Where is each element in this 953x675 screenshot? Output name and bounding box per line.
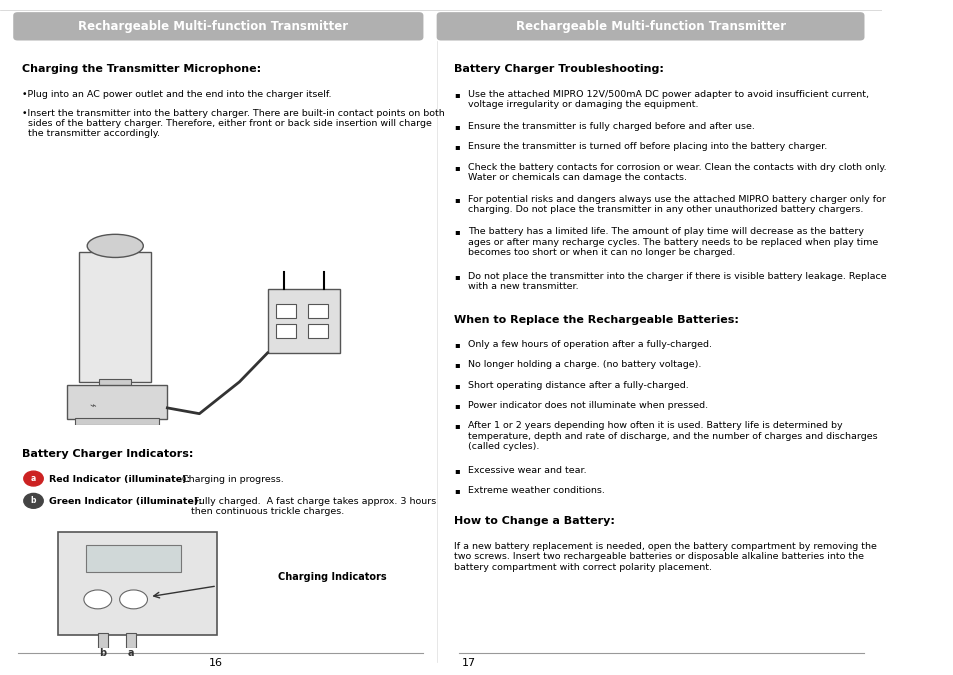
Text: Rechargeable Multi-function Transmitter: Rechargeable Multi-function Transmitter <box>516 20 785 33</box>
Bar <box>58 532 216 634</box>
Bar <box>67 385 167 419</box>
Text: Do not place the transmitter into the charger if there is visible battery leakag: Do not place the transmitter into the ch… <box>468 272 886 292</box>
Text: Battery Charger Troubleshooting:: Battery Charger Troubleshooting: <box>454 64 663 74</box>
Text: Battery Charger Indicators:: Battery Charger Indicators: <box>22 449 193 459</box>
Bar <box>307 304 327 318</box>
Bar <box>97 633 108 648</box>
FancyBboxPatch shape <box>436 12 863 40</box>
Text: Ensure the transmitter is fully charged before and after use.: Ensure the transmitter is fully charged … <box>468 122 755 131</box>
Text: b: b <box>99 648 106 658</box>
Bar <box>275 324 295 338</box>
Text: Charging the Transmitter Microphone:: Charging the Transmitter Microphone: <box>22 64 261 74</box>
Bar <box>99 379 132 391</box>
Text: Power indicator does not illuminate when pressed.: Power indicator does not illuminate when… <box>468 401 708 410</box>
Text: Green Indicator (illuminate):: Green Indicator (illuminate): <box>49 497 201 506</box>
Circle shape <box>84 590 112 609</box>
Text: Short operating distance after a fully-charged.: Short operating distance after a fully-c… <box>468 381 688 389</box>
Text: ▪: ▪ <box>454 90 459 99</box>
Text: •Plug into an AC power outlet and the end into the charger itself.: •Plug into an AC power outlet and the en… <box>22 90 332 99</box>
Text: Extreme weather conditions.: Extreme weather conditions. <box>468 486 604 495</box>
Bar <box>126 633 135 648</box>
Text: 16: 16 <box>209 658 223 668</box>
Circle shape <box>24 471 43 486</box>
Text: Use the attached MIPRO 12V/500mA DC power adapter to avoid insufficient current,: Use the attached MIPRO 12V/500mA DC powe… <box>468 90 868 109</box>
Text: b: b <box>30 496 36 506</box>
Text: ▪: ▪ <box>454 360 459 369</box>
Text: ⌁: ⌁ <box>90 402 96 411</box>
Text: ▪: ▪ <box>454 195 459 204</box>
Text: Only a few hours of operation after a fully-charged.: Only a few hours of operation after a fu… <box>468 340 712 349</box>
Text: ▪: ▪ <box>454 163 459 171</box>
Text: ▪: ▪ <box>454 340 459 349</box>
Ellipse shape <box>87 234 143 257</box>
Text: 17: 17 <box>461 658 475 668</box>
Text: ▪: ▪ <box>454 421 459 430</box>
Bar <box>275 304 295 318</box>
Text: a: a <box>30 474 36 483</box>
Text: The battery has a limited life. The amount of play time will decrease as the bat: The battery has a limited life. The amou… <box>468 227 878 257</box>
Text: No longer holding a charge. (no battery voltage).: No longer holding a charge. (no battery … <box>468 360 701 369</box>
Text: After 1 or 2 years depending how often it is used. Battery life is determined by: After 1 or 2 years depending how often i… <box>468 421 877 451</box>
Text: Red Indicator (illuminate):: Red Indicator (illuminate): <box>49 475 190 483</box>
Text: Rechargeable Multi-function Transmitter: Rechargeable Multi-function Transmitter <box>78 20 348 33</box>
Text: Ensure the transmitter is turned off before placing into the battery charger.: Ensure the transmitter is turned off bef… <box>468 142 827 151</box>
Text: Charging in progress.: Charging in progress. <box>179 475 284 483</box>
FancyBboxPatch shape <box>13 12 423 40</box>
Circle shape <box>119 590 148 609</box>
Bar <box>86 545 181 572</box>
Text: ▪: ▪ <box>454 486 459 495</box>
Text: For potential risks and dangers always use the attached MIPRO battery charger on: For potential risks and dangers always u… <box>468 195 885 215</box>
Text: ▪: ▪ <box>454 142 459 151</box>
Text: Charging Indicators: Charging Indicators <box>277 572 386 582</box>
Text: a: a <box>127 648 133 658</box>
Text: Check the battery contacts for corrosion or wear. Clean the contacts with dry cl: Check the battery contacts for corrosion… <box>468 163 886 182</box>
Text: If a new battery replacement is needed, open the battery compartment by removing: If a new battery replacement is needed, … <box>454 542 876 572</box>
Text: ▪: ▪ <box>454 401 459 410</box>
Text: ▪: ▪ <box>454 466 459 475</box>
Bar <box>79 252 152 382</box>
Text: ▪: ▪ <box>454 381 459 389</box>
Bar <box>267 290 339 353</box>
Text: Excessive wear and tear.: Excessive wear and tear. <box>468 466 586 475</box>
Bar <box>307 324 327 338</box>
Text: ▪: ▪ <box>454 272 459 281</box>
Text: ▪: ▪ <box>454 122 459 131</box>
Text: •Insert the transmitter into the battery charger. There are built-in contact poi: •Insert the transmitter into the battery… <box>22 109 444 138</box>
Text: When to Replace the Rechargeable Batteries:: When to Replace the Rechargeable Batteri… <box>454 315 739 325</box>
Text: ▪: ▪ <box>454 227 459 236</box>
Text: How to Change a Battery:: How to Change a Battery: <box>454 516 615 526</box>
Circle shape <box>24 493 43 508</box>
Text: Fully charged.  A fast charge takes approx. 3 hours
then continuous trickle char: Fully charged. A fast charge takes appro… <box>192 497 436 516</box>
Bar <box>75 418 159 425</box>
